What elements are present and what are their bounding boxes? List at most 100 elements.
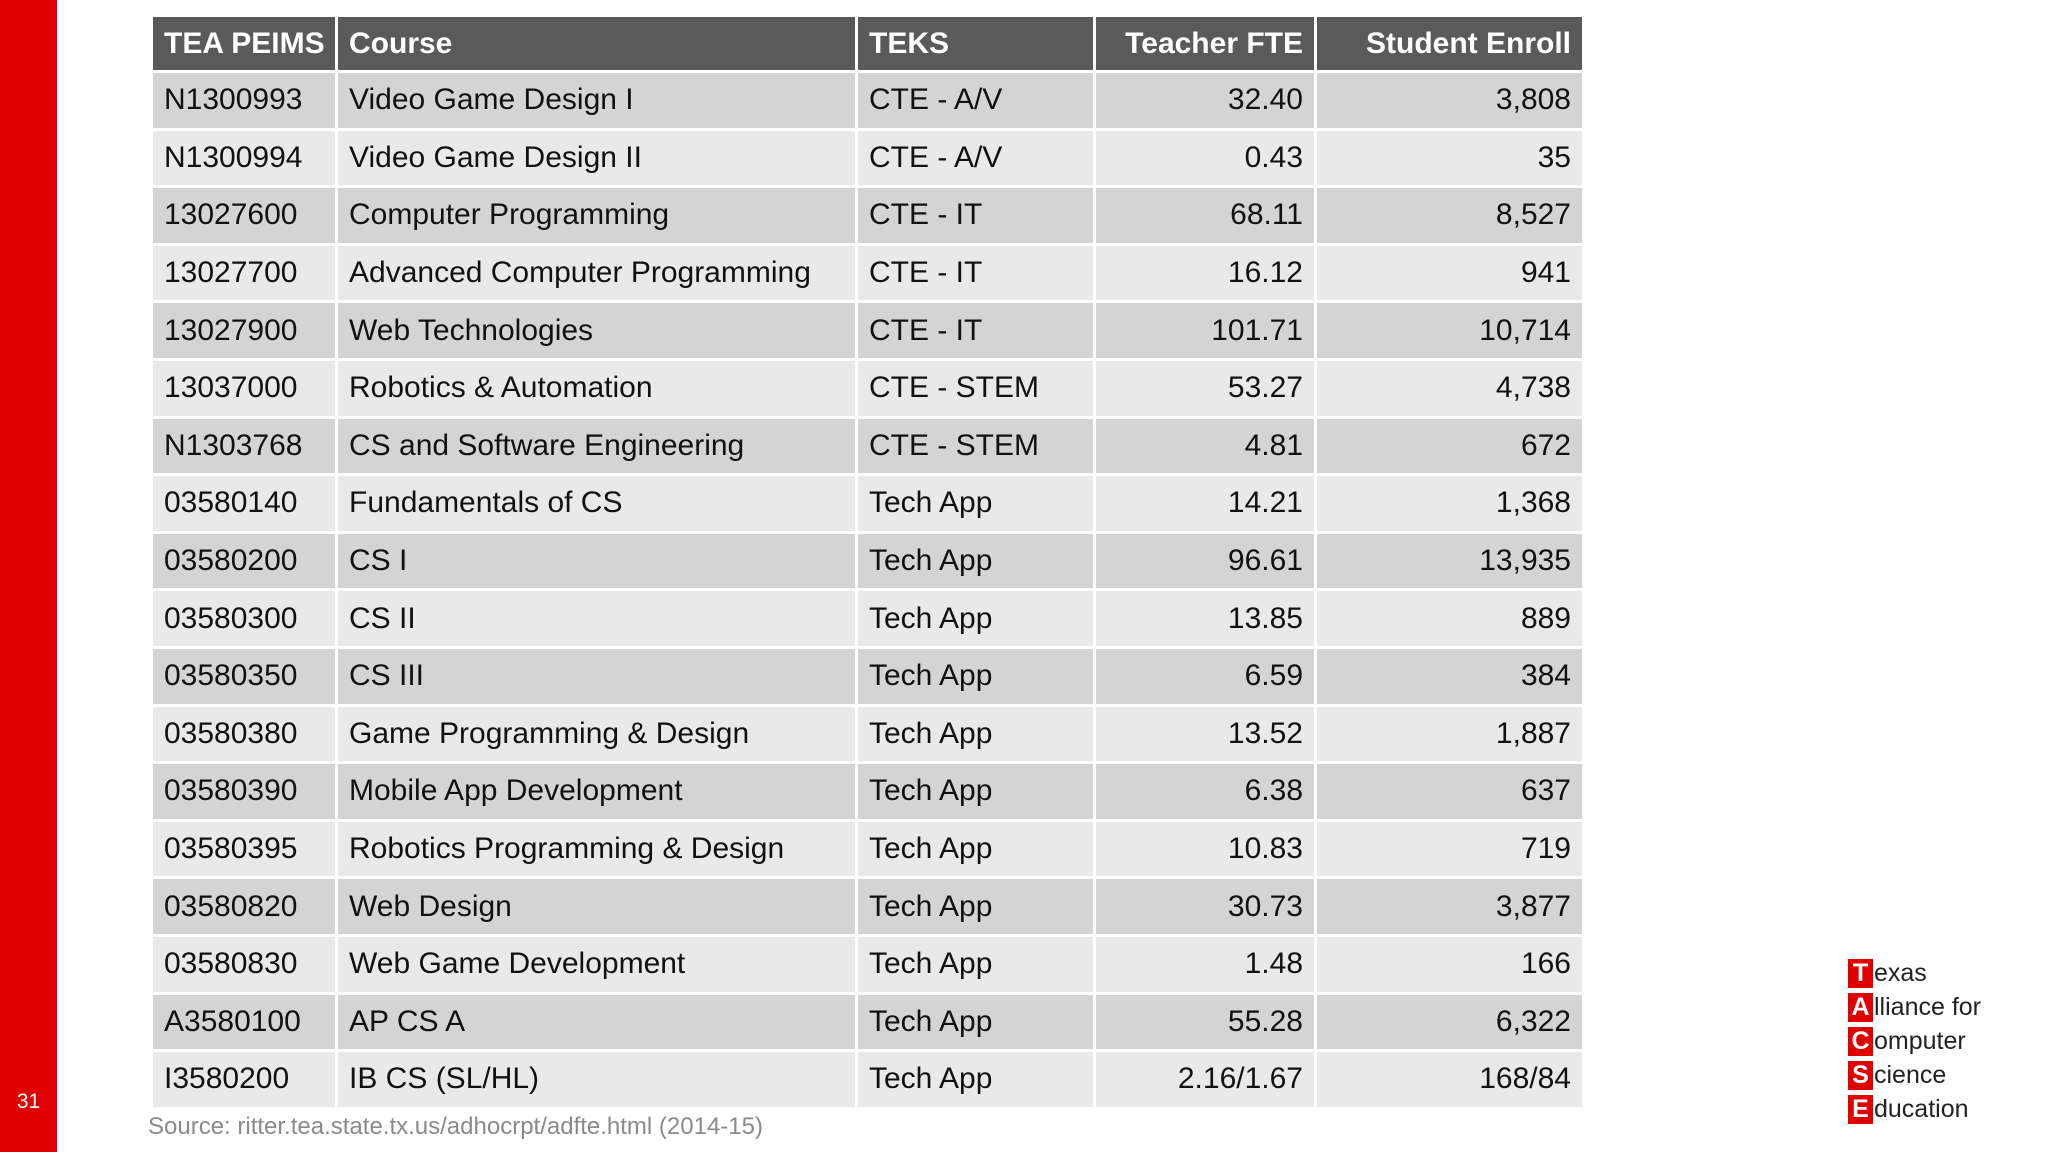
cell-student-enroll: 35 (1314, 127, 1585, 189)
cell-student-enroll: 13,935 (1314, 530, 1585, 592)
cell-teacher-fte: 16.12 (1093, 242, 1317, 304)
cell-course: Video Game Design II (335, 127, 858, 189)
table-row: A3580100 AP CS A Tech App 55.28 6,322 (150, 991, 1585, 1053)
cell-tea-peims: N1300993 (150, 70, 338, 131)
cell-teks: Tech App (855, 933, 1096, 995)
cell-teks: CTE - STEM (855, 357, 1096, 419)
cell-student-enroll: 168/84 (1314, 1049, 1585, 1110)
cell-tea-peims: 03580830 (150, 933, 338, 995)
side-accent-bar (0, 0, 57, 1152)
logo-word-rest: cience (1874, 1060, 1947, 1089)
cell-student-enroll: 637 (1314, 761, 1585, 822)
cell-course: Video Game Design I (335, 70, 858, 131)
cell-teks: Tech App (855, 761, 1096, 822)
cell-teacher-fte: 13.52 (1093, 703, 1317, 765)
cell-teacher-fte: 32.40 (1093, 70, 1317, 131)
cell-course: CS III (335, 645, 858, 707)
cell-student-enroll: 8,527 (1314, 185, 1585, 246)
header-course: Course (335, 14, 858, 73)
cell-course: AP CS A (335, 991, 858, 1053)
cell-teks: CTE - IT (855, 300, 1096, 361)
cell-tea-peims: 03580380 (150, 703, 338, 765)
cell-tea-peims: 03580200 (150, 530, 338, 592)
cell-student-enroll: 1,887 (1314, 703, 1585, 765)
cell-student-enroll: 672 (1314, 415, 1585, 477)
table-row: 03580300 CS II Tech App 13.85 889 (150, 588, 1585, 649)
cell-course: Game Programming & Design (335, 703, 858, 765)
cell-course: Robotics Programming & Design (335, 818, 858, 880)
cell-teacher-fte: 6.59 (1093, 645, 1317, 707)
cell-tea-peims: 03580300 (150, 588, 338, 649)
cell-tea-peims: 03580350 (150, 645, 338, 707)
cell-tea-peims: 13037000 (150, 357, 338, 419)
cell-teacher-fte: 14.21 (1093, 473, 1317, 534)
logo-initial-letter: C (1848, 1026, 1873, 1056)
logo-word-rest: exas (1874, 958, 1927, 987)
cell-teacher-fte: 0.43 (1093, 127, 1317, 189)
cell-teacher-fte: 30.73 (1093, 876, 1317, 937)
cell-tea-peims: A3580100 (150, 991, 338, 1053)
logo-initial-letter: S (1848, 1060, 1873, 1090)
cell-course: Web Game Development (335, 933, 858, 995)
table-header-row: TEA PEIMS Course TEKS Teacher FTE Studen… (150, 14, 1585, 73)
cell-teacher-fte: 4.81 (1093, 415, 1317, 477)
logo-word-rest: omputer (1874, 1026, 1966, 1055)
table-row: 03580820 Web Design Tech App 30.73 3,877 (150, 876, 1585, 937)
cell-student-enroll: 1,368 (1314, 473, 1585, 534)
logo-initial-letter: T (1848, 958, 1873, 988)
cell-student-enroll: 719 (1314, 818, 1585, 880)
table-row: 03580200 CS I Tech App 96.61 13,935 (150, 530, 1585, 592)
cell-teks: Tech App (855, 1049, 1096, 1110)
cell-teks: Tech App (855, 473, 1096, 534)
cell-teks: Tech App (855, 818, 1096, 880)
table-row: 03580380 Game Programming & Design Tech Ap… (150, 703, 1585, 765)
cell-teks: CTE - A/V (855, 127, 1096, 189)
cell-tea-peims: 13027600 (150, 185, 338, 246)
header-teacher-fte: Teacher FTE (1093, 14, 1317, 73)
table-row: 13037000 Robotics & Automation CTE - STEM 5… (150, 357, 1585, 419)
cell-student-enroll: 3,877 (1314, 876, 1585, 937)
cell-tea-peims: N1300994 (150, 127, 338, 189)
table-row: 13027900 Web Technologies CTE - IT 101.71 10… (150, 300, 1585, 361)
cell-tea-peims: 13027900 (150, 300, 338, 361)
cell-course: Fundamentals of CS (335, 473, 858, 534)
cell-teks: Tech App (855, 991, 1096, 1053)
cell-teacher-fte: 1.48 (1093, 933, 1317, 995)
cell-tea-peims: I3580200 (150, 1049, 338, 1110)
cell-student-enroll: 889 (1314, 588, 1585, 649)
cell-student-enroll: 4,738 (1314, 357, 1585, 419)
source-note: Source: ritter.tea.state.tx.us/adhocrpt/… (148, 1113, 763, 1140)
cell-teks: Tech App (855, 588, 1096, 649)
cell-course: Web Technologies (335, 300, 858, 361)
cell-course: CS I (335, 530, 858, 592)
logo-word-rest: ducation (1874, 1094, 1969, 1123)
cell-course: Computer Programming (335, 185, 858, 246)
cell-teacher-fte: 68.11 (1093, 185, 1317, 246)
cell-tea-peims: 03580140 (150, 473, 338, 534)
cell-student-enroll: 10,714 (1314, 300, 1585, 361)
table-body: N1300993 Video Game Design I CTE - A/V 32.4… (150, 70, 1585, 1110)
cell-teks: Tech App (855, 645, 1096, 707)
cell-course: Web Design (335, 876, 858, 937)
table-row: 13027600 Computer Programming CTE - IT 68.1… (150, 185, 1585, 246)
cell-tea-peims: 03580820 (150, 876, 338, 937)
cell-teks: Tech App (855, 876, 1096, 937)
table-row: 13027700 Advanced Computer Programming CTE… (150, 242, 1585, 304)
cell-tea-peims: 13027700 (150, 242, 338, 304)
cell-course: Robotics & Automation (335, 357, 858, 419)
table-row: N1303768 CS and Software Engineering CTE -… (150, 415, 1585, 477)
cell-course: Mobile App Development (335, 761, 858, 822)
cell-tea-peims: 03580390 (150, 761, 338, 822)
header-teks: TEKS (855, 14, 1096, 73)
cell-teks: CTE - A/V (855, 70, 1096, 131)
cell-teacher-fte: 13.85 (1093, 588, 1317, 649)
cell-student-enroll: 941 (1314, 242, 1585, 304)
cell-course: CS and Software Engineering (335, 415, 858, 477)
header-tea-peims: TEA PEIMS (150, 14, 338, 73)
cell-teks: CTE - STEM (855, 415, 1096, 477)
cell-teacher-fte: 53.27 (1093, 357, 1317, 419)
